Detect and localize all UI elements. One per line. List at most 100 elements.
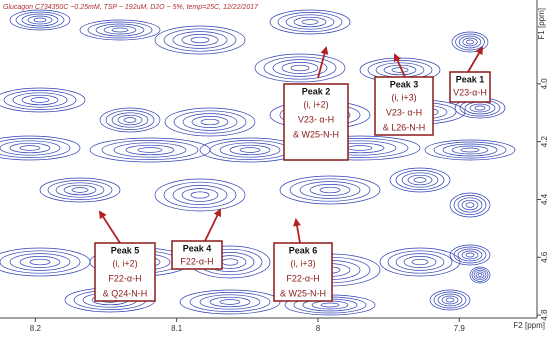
contour-line: [19, 256, 61, 268]
contour-line: [3, 90, 77, 110]
contour-line: [441, 295, 459, 305]
contour-line: [319, 186, 341, 194]
annotation-text: F22-α-H: [180, 256, 213, 266]
contour-line: [320, 302, 340, 308]
contour-line: [21, 13, 59, 27]
annotation-text: & Q24-N-H: [103, 288, 148, 298]
y-axis-label: F1 [ppm]: [537, 8, 546, 40]
contour-line: [113, 142, 187, 158]
contour-line: [395, 170, 445, 190]
annotation-title: Peak 5: [111, 245, 140, 255]
contour-line: [33, 17, 47, 23]
contour-line: [0, 87, 86, 113]
contour-line: [47, 180, 113, 200]
contour-line: [309, 184, 351, 196]
contour-line: [449, 192, 491, 218]
contour-line: [469, 103, 491, 113]
contour-line: [411, 258, 429, 266]
contour-line: [347, 145, 373, 151]
contour-line: [71, 187, 89, 193]
annotation-text: & W25-N-H: [280, 288, 326, 298]
contour-line: [293, 16, 327, 28]
annotation-box: [171, 240, 223, 270]
contour-line: [461, 199, 479, 211]
contour-line: [111, 112, 149, 128]
contour-line: [254, 53, 346, 83]
contour-line: [181, 188, 219, 202]
annotation-text: (i, i+2): [112, 258, 137, 268]
contour-line: [29, 258, 51, 266]
annotation-title: Peak 3: [390, 79, 419, 89]
contour-line: [285, 14, 335, 30]
y-tick-label: 4.2: [540, 136, 549, 148]
contour-line: [465, 252, 475, 258]
contour-line: [466, 39, 474, 45]
x-tick-label: 8: [316, 324, 321, 333]
contour-line: [199, 294, 261, 310]
contour-line: [0, 135, 81, 161]
annotation-text: F22-α-H: [286, 273, 319, 283]
x-axis-label: F2 [ppm]: [513, 321, 545, 330]
contour-line: [229, 144, 271, 156]
contour-line: [189, 292, 271, 312]
annotation-arrow: [204, 208, 221, 242]
contour-line: [179, 289, 281, 315]
contour-line: [457, 197, 483, 213]
contour-line: [219, 299, 241, 305]
contour-line: [477, 273, 483, 277]
contour-line: [442, 143, 498, 157]
annotation-title: Peak 1: [456, 74, 485, 84]
annotation-text: (i, i+2): [303, 99, 328, 109]
contour-line: [209, 140, 291, 160]
contour-line: [453, 195, 487, 215]
contour-layer: [0, 9, 516, 316]
contour-line: [0, 247, 91, 277]
contour-line: [137, 147, 163, 153]
contour-line: [449, 244, 491, 266]
contour-line: [15, 11, 65, 29]
contour-line: [311, 300, 349, 310]
y-tick-label: 4.4: [540, 193, 549, 205]
annotation-box: [449, 71, 491, 103]
contour-line: [200, 118, 220, 126]
contour-line: [437, 293, 463, 307]
contour-line: [55, 182, 105, 198]
contour-line: [429, 289, 471, 311]
contour-line: [89, 137, 211, 163]
contour-line: [455, 33, 485, 51]
contour-line: [0, 138, 71, 158]
contour-line: [451, 145, 489, 155]
contour-line: [473, 269, 487, 281]
contour-line: [105, 110, 155, 130]
annotation-title: Peak 4: [183, 243, 212, 253]
annotation-text: & L26-N-H: [383, 122, 426, 132]
contour-line: [164, 107, 256, 137]
contour-line: [458, 35, 482, 49]
x-tick-label: 7.9: [454, 324, 466, 333]
contour-line: [181, 34, 219, 46]
contour-line: [182, 113, 238, 131]
contour-line: [263, 56, 337, 80]
annotation-text: V23- α-H: [386, 107, 422, 117]
x-tick-label: 8.2: [30, 324, 42, 333]
annotation-arrow: [467, 46, 484, 73]
y-tick-label: 4.0: [540, 78, 549, 90]
contour-line: [79, 19, 161, 41]
contour-line: [163, 28, 237, 52]
annotation-text: V23- α-H: [298, 114, 334, 124]
contour-line: [21, 94, 59, 106]
annotation-text: & W25-N-H: [293, 129, 339, 139]
chart-title: Glucagon C734350C ~0.25mM, TSP ~ 192uM, …: [3, 4, 259, 11]
contour-line: [395, 253, 445, 271]
contour-line: [117, 114, 143, 126]
contour-line: [290, 64, 310, 72]
contour-line: [154, 25, 246, 55]
contour-line: [424, 139, 516, 161]
contour-line: [299, 181, 361, 199]
contour-line: [272, 59, 328, 77]
contour-line: [474, 105, 486, 111]
annotation-arrow: [98, 210, 121, 244]
y-tick-label: 4.8: [540, 309, 549, 321]
annotation-arrow: [393, 53, 406, 78]
contour-line: [219, 142, 281, 158]
